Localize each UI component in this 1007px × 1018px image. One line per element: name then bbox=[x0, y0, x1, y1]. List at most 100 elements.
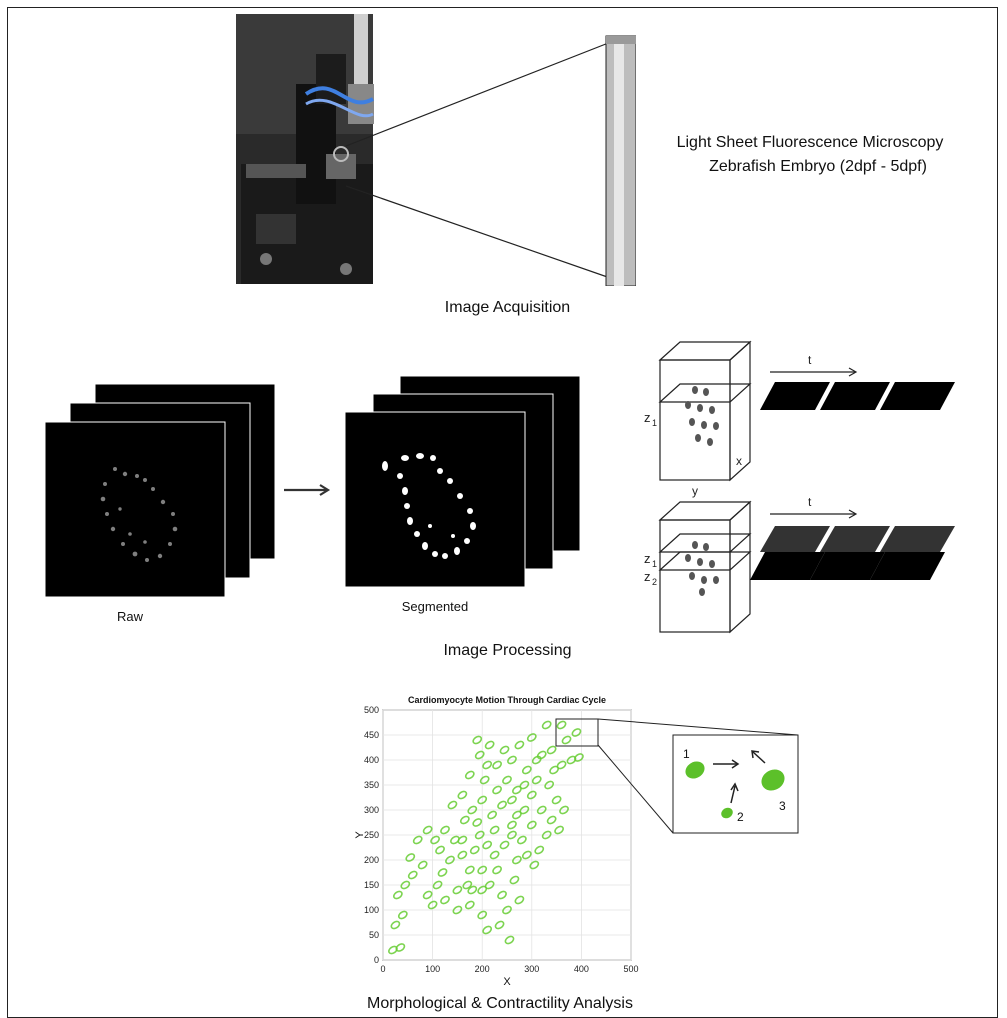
cell-point bbox=[459, 815, 470, 825]
cell-point bbox=[526, 820, 537, 830]
cell-point bbox=[536, 750, 547, 760]
cell-point bbox=[422, 890, 433, 900]
cell-point bbox=[484, 740, 495, 750]
cell-point bbox=[504, 935, 515, 945]
arrow-up-icon bbox=[730, 782, 739, 792]
frame-slice-7 bbox=[750, 552, 825, 580]
stack-top-cells bbox=[685, 386, 719, 446]
cell-point bbox=[479, 775, 490, 785]
raw-label: Raw bbox=[116, 609, 143, 624]
frame-slice-8 bbox=[810, 552, 885, 580]
raw-cell-dots bbox=[100, 467, 178, 562]
x-axis-label: X bbox=[503, 976, 511, 988]
x-tick-label: 100 bbox=[425, 964, 440, 974]
cell-point bbox=[519, 780, 530, 790]
cell-point bbox=[482, 925, 493, 935]
y-tick-label: 300 bbox=[364, 805, 379, 815]
x-tick-label: 300 bbox=[524, 964, 539, 974]
cell-point bbox=[437, 868, 448, 877]
acquisition-title-line1: Light Sheet Fluorescence Microscopy bbox=[676, 134, 944, 151]
cell-point bbox=[507, 755, 517, 765]
x-tick-label: 200 bbox=[475, 964, 490, 974]
cell-point bbox=[499, 745, 510, 755]
stack-diagram-top bbox=[658, 340, 752, 482]
cell-point bbox=[559, 805, 569, 815]
cell-point bbox=[417, 860, 428, 870]
cell-point bbox=[464, 865, 475, 875]
stack-bottom-z2-label: z bbox=[644, 569, 651, 584]
cell-point bbox=[464, 900, 475, 910]
cell-point bbox=[457, 835, 468, 845]
cell-point bbox=[474, 750, 485, 760]
cell-point bbox=[507, 795, 517, 805]
inset-label-3: 3 bbox=[779, 799, 786, 813]
cell-point bbox=[457, 850, 468, 860]
cell-point bbox=[502, 905, 512, 915]
cell-point bbox=[526, 733, 537, 742]
y-tick-label: 200 bbox=[364, 855, 379, 865]
cell-point bbox=[514, 740, 525, 750]
cell-point bbox=[445, 855, 455, 865]
cell-point bbox=[512, 855, 522, 865]
cell-point bbox=[395, 943, 406, 952]
cell-point bbox=[472, 818, 483, 827]
y-tick-label: 250 bbox=[364, 830, 379, 840]
cell-point bbox=[499, 840, 510, 850]
cell-point bbox=[440, 825, 450, 835]
stack-bottom-z1-label: z bbox=[644, 551, 651, 566]
cell-point bbox=[574, 753, 584, 762]
cell-point bbox=[489, 850, 500, 860]
cell-point bbox=[556, 720, 567, 730]
cell-point bbox=[427, 900, 438, 910]
cell-point bbox=[477, 865, 488, 875]
cell-point bbox=[546, 815, 557, 825]
cell-point bbox=[467, 885, 478, 895]
cell-point bbox=[397, 910, 408, 920]
cell-point bbox=[529, 860, 540, 870]
cell-point bbox=[405, 853, 416, 862]
cell-point bbox=[452, 885, 463, 895]
cell-point bbox=[447, 800, 458, 810]
cell-point bbox=[482, 760, 493, 770]
frame-slice-5 bbox=[820, 526, 890, 552]
cell-point bbox=[489, 825, 500, 835]
stack-top-y-label: y bbox=[692, 484, 698, 498]
image-processing-caption: Image Processing bbox=[443, 642, 572, 659]
cell-point bbox=[492, 865, 502, 875]
y-tick-label: 350 bbox=[364, 780, 379, 790]
stack-diagram: z 1 x y t z 1 z 2 t bbox=[644, 340, 955, 634]
inset-cell-1 bbox=[685, 761, 705, 779]
cell-point bbox=[554, 825, 564, 835]
cell-point bbox=[435, 845, 445, 855]
cell-point bbox=[531, 755, 542, 765]
cell-point bbox=[546, 745, 557, 755]
cell-point bbox=[541, 830, 552, 840]
cell-point bbox=[422, 825, 433, 835]
y-tick-label: 50 bbox=[369, 930, 379, 940]
cell-point bbox=[497, 800, 507, 810]
cell-point bbox=[497, 890, 507, 900]
frame-slice-1 bbox=[760, 382, 830, 410]
cell-point bbox=[477, 910, 488, 920]
segmented-cell-dots bbox=[382, 453, 476, 559]
cell-point bbox=[440, 895, 450, 905]
y-tick-label: 150 bbox=[364, 880, 379, 890]
cell-point bbox=[512, 810, 522, 820]
cell-point bbox=[561, 735, 572, 745]
chart-title: Cardiomyocyte Motion Through Cardiac Cyc… bbox=[408, 695, 606, 705]
x-tick-label: 500 bbox=[623, 964, 638, 974]
cell-point bbox=[467, 805, 478, 815]
cell-point bbox=[492, 785, 502, 795]
microscope-photo bbox=[236, 14, 636, 286]
stack-bottom-t-label: t bbox=[808, 495, 812, 509]
cell-point bbox=[531, 775, 542, 785]
cell-point bbox=[521, 850, 532, 860]
cell-point bbox=[541, 720, 552, 730]
cell-point bbox=[457, 790, 468, 800]
cell-point bbox=[477, 795, 488, 805]
cell-point bbox=[526, 790, 537, 800]
y-axis-label: Y bbox=[355, 831, 366, 839]
cell-point bbox=[517, 835, 527, 845]
inset-label-1: 1 bbox=[683, 747, 690, 761]
arrow-right-icon bbox=[731, 759, 740, 769]
